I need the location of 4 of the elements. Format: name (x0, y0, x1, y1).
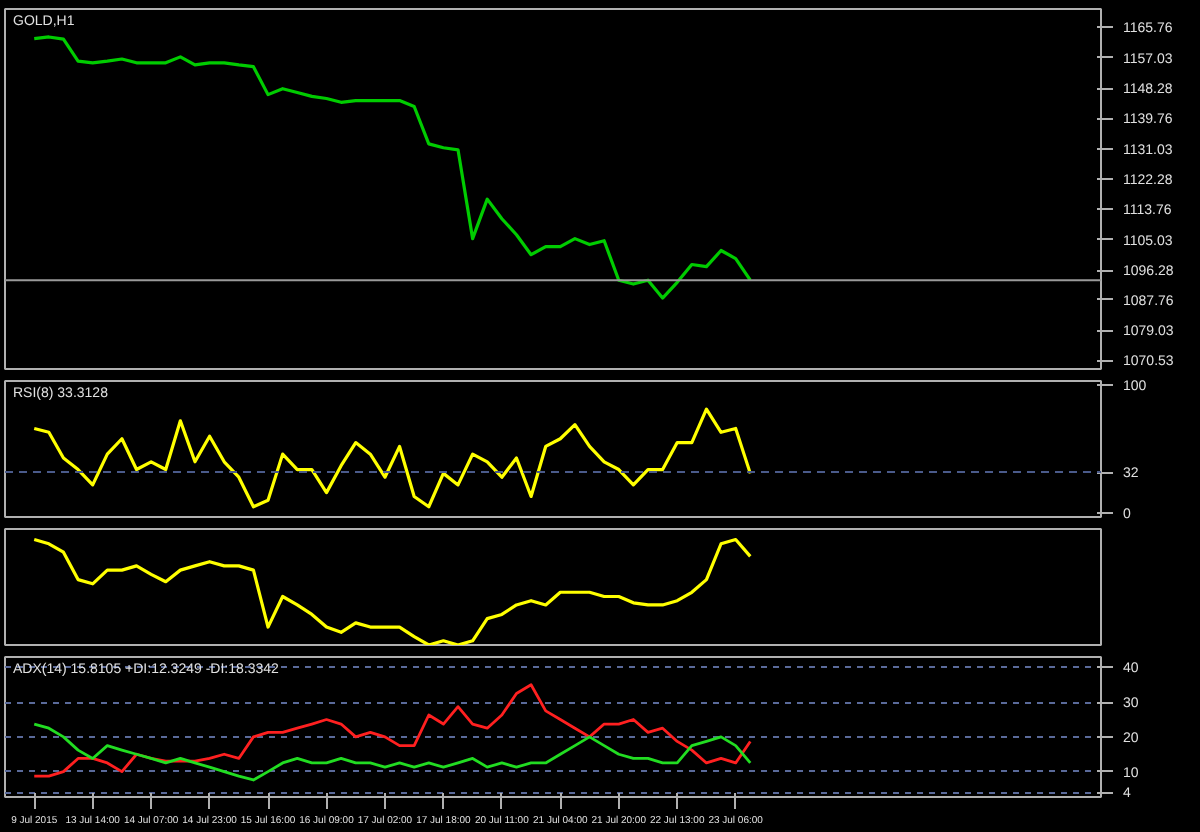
line-series (32, 35, 752, 300)
line-series (32, 722, 752, 782)
line-series (32, 683, 752, 778)
line-series (32, 407, 752, 509)
